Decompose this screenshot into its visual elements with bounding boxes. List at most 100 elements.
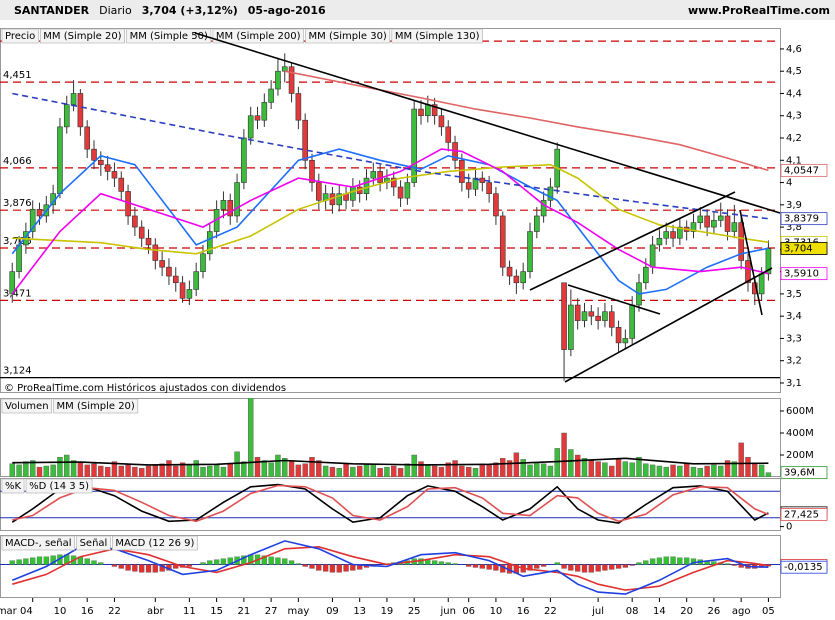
volume-bar	[745, 456, 751, 477]
candle-body	[98, 159, 104, 166]
legend-box	[112, 535, 198, 551]
histogram-bar	[581, 564, 588, 573]
y-tick-label: 4,3	[786, 111, 802, 122]
volume-bar	[758, 464, 765, 477]
volume-bar	[118, 465, 124, 477]
volume-bar	[479, 463, 486, 477]
candle-body	[84, 126, 90, 150]
volume-bar	[125, 464, 131, 477]
symbol: SANTANDER	[14, 4, 90, 17]
level-label: 3,124	[3, 366, 32, 377]
histogram-bar	[350, 564, 356, 571]
x-tick-label: 14	[653, 606, 666, 617]
trend-line	[529, 191, 736, 291]
candle-body	[268, 88, 274, 103]
candle-body	[193, 271, 199, 290]
value-tag-label: 3,5910	[784, 269, 819, 280]
x-tick-label: 26	[708, 606, 721, 617]
volume-bar	[574, 454, 581, 477]
histogram-bar	[309, 564, 315, 569]
volume-bar	[472, 467, 479, 477]
volume-bar	[104, 466, 111, 477]
candle-body	[724, 215, 731, 232]
legend-item: MM (Simple 50)	[130, 31, 208, 42]
x-tick-label: 11	[183, 606, 196, 617]
histogram-bar	[472, 564, 479, 568]
volume-bar	[282, 458, 288, 477]
volume-bar	[50, 464, 56, 477]
value-tag	[780, 267, 828, 281]
histogram-bar	[98, 562, 104, 565]
legend-item: MACD-, señal	[5, 538, 72, 549]
y-tick-label: 4,4	[786, 88, 802, 99]
histogram-bar	[213, 559, 220, 565]
volume-bar	[64, 454, 70, 477]
histogram-bar	[663, 556, 669, 565]
y-tick-label: 3,8	[786, 222, 802, 233]
histogram-bar	[43, 556, 49, 565]
volume-bar	[336, 467, 342, 477]
candle-body	[404, 182, 411, 199]
candle-body	[261, 102, 268, 121]
candle-body	[690, 222, 697, 232]
candle-body	[288, 66, 295, 94]
volume-bar	[138, 467, 145, 477]
candle-body	[697, 215, 704, 223]
y-tick-label: 4,2	[786, 133, 802, 144]
plot-layer: SANTANDER Diario 3,704 (+3,12%) 05-ago-2016…	[0, 4, 828, 617]
panel-plot	[0, 483, 780, 524]
x-tick-label: mar 04	[0, 606, 33, 617]
candle-body	[649, 244, 656, 268]
y-tick-label: 3,5	[786, 289, 802, 300]
histogram-bar	[677, 557, 683, 565]
volume-bar	[602, 462, 608, 477]
volume-bar	[377, 467, 383, 477]
value-tag-label: 3,704	[784, 243, 813, 254]
candle-body	[663, 231, 670, 239]
volume-bar	[343, 463, 349, 477]
candle-body	[615, 327, 622, 344]
histogram-bar	[91, 560, 97, 565]
candle-body	[16, 244, 22, 272]
volume-bar	[356, 465, 363, 477]
histogram-bar	[656, 557, 663, 565]
candle-body	[295, 93, 302, 121]
series-line	[12, 92, 769, 220]
candle-body	[145, 237, 152, 246]
histogram-bar	[615, 564, 622, 569]
volume-bar	[765, 472, 772, 477]
volume-bar	[683, 463, 690, 477]
candle-body	[745, 260, 751, 284]
volume-bar	[609, 465, 615, 477]
volume-bar	[438, 466, 445, 477]
period: Diario	[99, 4, 132, 17]
candle-body	[63, 104, 70, 128]
histogram-bar	[132, 564, 138, 572]
candle-body	[159, 260, 165, 268]
volume-bar	[9, 463, 15, 477]
histogram-bar	[670, 556, 676, 565]
candle-body	[172, 275, 179, 284]
legend-box	[126, 28, 212, 44]
x-tick-label: 10	[490, 606, 503, 617]
volume-bar	[186, 464, 193, 477]
volume-bar	[84, 464, 90, 477]
volume-bar	[500, 458, 506, 477]
volume-bar	[350, 466, 356, 477]
candle-body	[118, 177, 125, 192]
level-label: 4,451	[3, 70, 32, 81]
volume-bar	[288, 460, 295, 477]
volume-bar	[179, 462, 186, 477]
histogram-bar	[295, 563, 302, 565]
candle-body	[595, 315, 601, 321]
quote: 3,704 (+3,12%)	[142, 4, 238, 17]
x-tick-label: 15	[210, 606, 223, 617]
histogram-bar	[145, 564, 152, 573]
candle-body	[138, 226, 145, 239]
histogram-bar	[207, 560, 213, 565]
candle-body	[57, 126, 63, 194]
volume-bar	[459, 465, 465, 477]
volume-bar	[152, 464, 159, 477]
volume-bar	[91, 463, 97, 477]
legend-box	[25, 478, 93, 494]
